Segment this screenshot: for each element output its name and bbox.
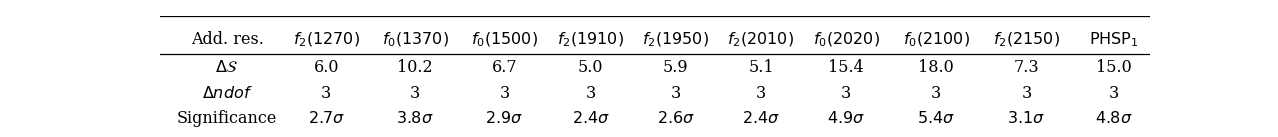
Text: 3: 3 bbox=[321, 85, 331, 102]
Text: 15.4: 15.4 bbox=[828, 59, 864, 76]
Text: 5.1: 5.1 bbox=[748, 59, 773, 76]
Text: $f_2(1950)$: $f_2(1950)$ bbox=[643, 30, 709, 49]
Text: 3: 3 bbox=[1108, 85, 1118, 102]
Text: 5.9: 5.9 bbox=[663, 59, 689, 76]
Text: $4.9\sigma$: $4.9\sigma$ bbox=[827, 110, 865, 127]
Text: $2.4\sigma$: $2.4\sigma$ bbox=[571, 110, 610, 127]
Text: Significance: Significance bbox=[176, 110, 277, 127]
Text: $f_2(2010)$: $f_2(2010)$ bbox=[727, 30, 795, 49]
Text: 5.0: 5.0 bbox=[578, 59, 603, 76]
Text: $f_0(1500)$: $f_0(1500)$ bbox=[470, 30, 538, 49]
Text: $2.4\sigma$: $2.4\sigma$ bbox=[743, 110, 780, 127]
Text: $2.6\sigma$: $2.6\sigma$ bbox=[657, 110, 695, 127]
Text: 6.7: 6.7 bbox=[492, 59, 518, 76]
Text: 3: 3 bbox=[841, 85, 851, 102]
Text: 3: 3 bbox=[500, 85, 510, 102]
Text: $f_2(1270)$: $f_2(1270)$ bbox=[293, 30, 359, 49]
Text: 3: 3 bbox=[755, 85, 766, 102]
Text: 10.2: 10.2 bbox=[397, 59, 433, 76]
Text: 7.3: 7.3 bbox=[1013, 59, 1039, 76]
Text: 18.0: 18.0 bbox=[919, 59, 955, 76]
Text: 15.0: 15.0 bbox=[1095, 59, 1131, 76]
Text: $2.7\sigma$: $2.7\sigma$ bbox=[308, 110, 345, 127]
Text: 3: 3 bbox=[671, 85, 681, 102]
Text: $4.8\sigma$: $4.8\sigma$ bbox=[1095, 110, 1132, 127]
Text: 6.0: 6.0 bbox=[313, 59, 339, 76]
Text: $2.9\sigma$: $2.9\sigma$ bbox=[486, 110, 524, 127]
Text: $\Delta ndof$: $\Delta ndof$ bbox=[202, 85, 253, 102]
Text: $f_2(2150)$: $f_2(2150)$ bbox=[993, 30, 1059, 49]
Text: $3.8\sigma$: $3.8\sigma$ bbox=[396, 110, 435, 127]
Text: 3: 3 bbox=[932, 85, 942, 102]
Text: $5.4\sigma$: $5.4\sigma$ bbox=[918, 110, 955, 127]
Text: $f_0(2020)$: $f_0(2020)$ bbox=[813, 30, 879, 49]
Text: $f_2(1910)$: $f_2(1910)$ bbox=[557, 30, 624, 49]
Text: $3.1\sigma$: $3.1\sigma$ bbox=[1007, 110, 1045, 127]
Text: 3: 3 bbox=[585, 85, 596, 102]
Text: $f_0(1370)$: $f_0(1370)$ bbox=[382, 30, 449, 49]
Text: 3: 3 bbox=[1021, 85, 1031, 102]
Text: 3: 3 bbox=[410, 85, 420, 102]
Text: Add. res.: Add. res. bbox=[190, 31, 263, 48]
Text: $f_0(2100)$: $f_0(2100)$ bbox=[902, 30, 970, 49]
Text: $\mathrm{PHSP}_1$: $\mathrm{PHSP}_1$ bbox=[1089, 30, 1139, 49]
Text: $\Delta\mathcal{S}$: $\Delta\mathcal{S}$ bbox=[215, 59, 239, 76]
